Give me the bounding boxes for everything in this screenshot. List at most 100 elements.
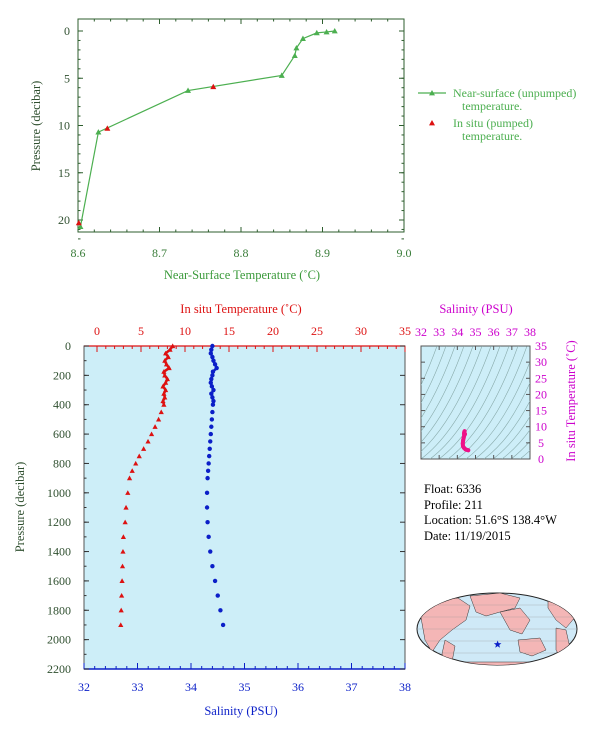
near-surface-y-tick-label: 5 xyxy=(64,71,70,85)
ts-y-axis-label: In situ Temperature (˚C) xyxy=(564,340,578,461)
ts-y-tick-label: 30 xyxy=(535,355,547,369)
ts-density-contour xyxy=(492,415,530,459)
profile-bottom-axis-label: Salinity (PSU) xyxy=(204,704,277,718)
profile-bottom-tick-label: 32 xyxy=(78,680,90,694)
profile-y-tick-label: 200 xyxy=(53,368,71,382)
ts-density-contour xyxy=(456,346,528,459)
profile-temperature-point xyxy=(119,563,126,569)
profile-y-tick-label: 1200 xyxy=(47,515,71,529)
world-map xyxy=(416,592,578,666)
ts-density-contour xyxy=(421,346,474,443)
profile-temperature-point xyxy=(152,424,158,429)
legend-unpumped-label: Near-surface (unpumped) temperature. xyxy=(453,86,576,113)
ts-x-axis-label: Salinity (PSU) xyxy=(439,302,512,316)
ts-density-contour xyxy=(474,382,530,459)
near-surface-unpumped-point xyxy=(323,28,330,35)
ts-x-tick-label: 35 xyxy=(470,325,482,339)
date-row: Date: 11/19/2015 xyxy=(424,529,557,545)
ts-y-tick-label: 0 xyxy=(538,452,544,466)
ts-y-tick-label: 5 xyxy=(538,436,544,450)
profile-temperature-surface-line xyxy=(161,345,174,406)
profile-value: 211 xyxy=(464,497,483,512)
legend-pumped-label-line: temperature. xyxy=(462,129,522,143)
profile-temperature-point xyxy=(133,460,139,466)
profile-y-tick-label: 2000 xyxy=(47,633,71,647)
profile-temperature-point xyxy=(126,475,133,481)
near-surface-y-tick-label: 20 xyxy=(58,213,70,227)
ts-y-tick-label: 35 xyxy=(535,339,547,353)
profile-y-tick-label: 800 xyxy=(53,456,71,470)
ts-x-tick-label: 33 xyxy=(433,325,445,339)
near-surface-unpumped-point xyxy=(331,28,338,34)
profile-y-tick-label: 0 xyxy=(65,339,71,353)
profile-y-tick-label: 1600 xyxy=(47,574,71,588)
profile-y-tick-label: 2200 xyxy=(47,662,71,676)
profile-salinity-point xyxy=(204,490,210,496)
profile-label: Profile: xyxy=(424,497,462,512)
profile-salinity-point xyxy=(205,519,210,525)
near-surface-unpumped-point xyxy=(185,87,192,93)
ts-y-tick-label: 25 xyxy=(535,371,547,385)
profile-salinity-point xyxy=(206,453,212,459)
near-surface-pumped-point xyxy=(104,125,111,131)
map-landmass xyxy=(469,593,521,617)
ts-density-contour xyxy=(438,346,510,459)
profile-bottom-tick-label: 38 xyxy=(399,680,411,694)
profile-top-tick-label: 5 xyxy=(138,324,144,338)
profile-temperature-point xyxy=(129,468,135,473)
map-landmass xyxy=(499,607,531,635)
location-value: 51.6°S 138.4°W xyxy=(475,513,557,527)
profile-y-axis-label: Pressure (decibar) xyxy=(13,462,27,553)
profile-temperature-point xyxy=(119,592,125,598)
profile-temperature-point xyxy=(120,548,126,554)
legend-pumped-marker xyxy=(429,120,435,126)
float-row: Float: 6336 xyxy=(424,482,557,498)
profile-temperature-point xyxy=(156,416,162,422)
ts-density-contour xyxy=(429,346,501,459)
profile-salinity-point xyxy=(208,549,213,554)
date-value: 11/19/2015 xyxy=(454,528,511,543)
near-surface-unpumped-point xyxy=(313,29,320,36)
profile-salinity-point xyxy=(205,468,211,473)
near-surface-y-axis-label: Pressure (decibar) xyxy=(29,81,43,172)
near-surface-pumped-point xyxy=(75,219,82,226)
profile-temperature-point xyxy=(125,490,131,495)
near-surface-unpumped-point xyxy=(95,129,102,135)
ts-x-tick-label: 36 xyxy=(488,325,500,339)
location-row: Location: 51.6°S 138.4°W xyxy=(424,513,557,529)
near-surface-unpumped-point xyxy=(291,52,298,58)
profile-y-tick-label: 1000 xyxy=(47,486,71,500)
profile-top-tick-label: 10 xyxy=(179,324,191,338)
profile-temperature-point xyxy=(119,578,125,583)
near-surface-x-tick-label: 8.6 xyxy=(71,246,86,260)
near-surface-unpumped-point xyxy=(77,223,84,230)
profile-bottom-tick-label: 36 xyxy=(292,680,304,694)
ts-density-contour xyxy=(501,429,530,459)
profile-top-axis-label: In situ Temperature (˚C) xyxy=(180,302,301,316)
ts-x-tick-label: 38 xyxy=(524,325,536,339)
profile-salinity-surface-line xyxy=(209,345,219,405)
near-surface-unpumped-point xyxy=(299,35,306,41)
near-surface-x-tick-label: 8.7 xyxy=(152,246,167,260)
float-label: Float: xyxy=(424,482,454,496)
legend-unpumped-label-line: temperature. xyxy=(462,99,522,113)
near-surface-unpumped-point xyxy=(293,45,300,51)
ts-x-tick-label: 34 xyxy=(451,325,463,339)
profile-row: Profile: 211 xyxy=(424,498,557,514)
near-surface-x-tick-label: 8.8 xyxy=(234,246,249,260)
legend-unpumped-label-line: Near-surface (unpumped) xyxy=(453,86,576,100)
profile-salinity-point xyxy=(220,622,226,628)
ts-density-contours xyxy=(421,346,530,459)
profile-temperature-point xyxy=(118,622,124,628)
near-surface-x-axis-label: Near-Surface Temperature (˚C) xyxy=(164,268,320,282)
profile-y-tick-label: 400 xyxy=(53,398,71,412)
near-surface-y-tick-label: 10 xyxy=(58,119,70,133)
profile-salinity-point xyxy=(205,475,210,481)
ts-density-contour xyxy=(421,346,438,386)
profile-y-tick-label: 1400 xyxy=(47,545,71,559)
profile-temperature-point xyxy=(118,607,124,613)
ts-x-tick-label: 32 xyxy=(415,325,427,339)
float-info-block: Float: 6336 Profile: 211 Location: 51.6°… xyxy=(424,482,557,544)
profile-plot-area xyxy=(83,345,406,670)
ts-point xyxy=(466,448,471,453)
